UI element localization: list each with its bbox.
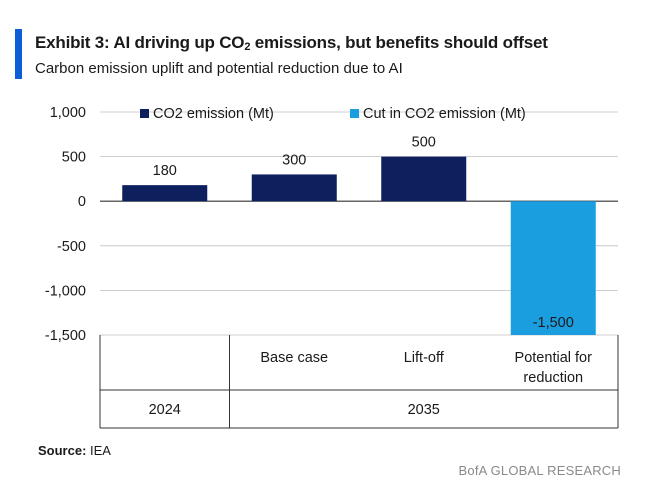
x-tick-label: Potential for — [515, 350, 593, 366]
accent-bar — [15, 29, 22, 79]
data-label: -1,500 — [533, 315, 574, 331]
bar — [251, 174, 337, 202]
legend-label: CO2 emission (Mt) — [153, 106, 274, 122]
x-tick-label: Lift-off — [404, 350, 445, 366]
x-tick-label: Base case — [260, 350, 328, 366]
y-tick-label: -1,000 — [45, 283, 86, 299]
bar — [381, 156, 467, 202]
data-label: 180 — [153, 163, 177, 179]
bar — [510, 201, 596, 335]
credit-text: BofA GLOBAL RESEARCH — [458, 463, 621, 478]
source-note: Source: IEA — [38, 443, 111, 458]
legend-label: Cut in CO2 emission (Mt) — [363, 106, 526, 122]
bar — [122, 185, 208, 202]
data-label: 500 — [412, 135, 436, 151]
chart-title: Exhibit 3: AI driving up CO2 emissions, … — [35, 33, 548, 53]
legend-swatch — [140, 109, 149, 118]
data-label: 300 — [282, 152, 306, 168]
y-tick-label: 0 — [78, 194, 86, 210]
legend-swatch — [350, 109, 359, 118]
x-tick-label: reduction — [523, 370, 583, 386]
group-label: 2024 — [149, 402, 181, 418]
group-label: 2035 — [408, 402, 440, 418]
y-tick-label: 1,000 — [50, 105, 86, 121]
y-tick-label: 500 — [62, 150, 86, 166]
y-tick-label: -500 — [57, 239, 86, 255]
chart-subtitle: Carbon emission uplift and potential red… — [35, 60, 403, 77]
y-tick-label: -1,500 — [45, 328, 86, 344]
